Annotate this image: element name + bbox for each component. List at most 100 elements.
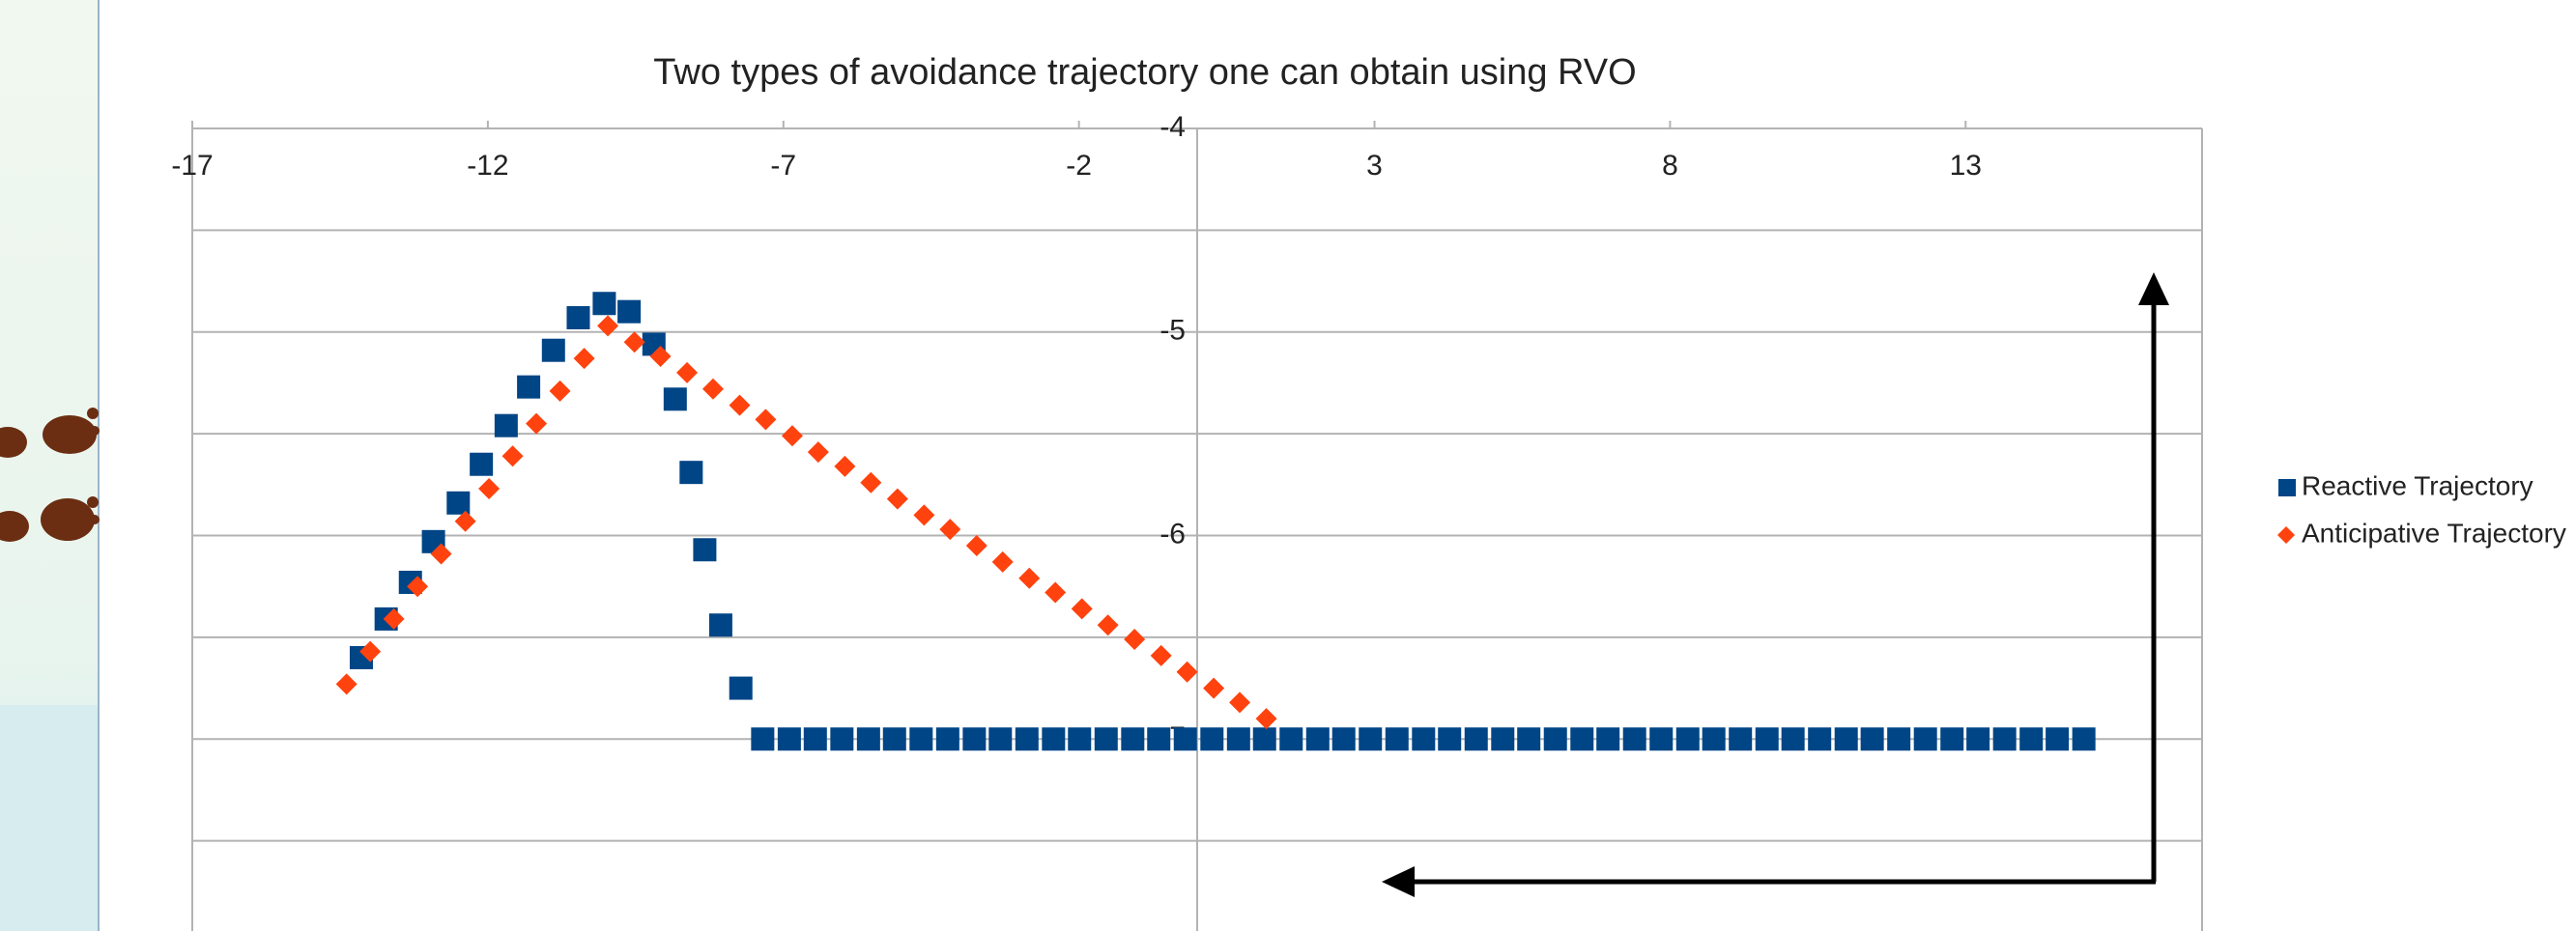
chart-title: Two types of avoidance trajectory one ca…: [653, 52, 1636, 93]
anticipative-point: [834, 455, 856, 477]
reactive-point: [592, 292, 616, 316]
reactive-point: [1385, 727, 1409, 751]
anticipative-point: [781, 425, 803, 447]
reactive-point: [751, 727, 775, 751]
reactive-point: [1491, 727, 1515, 751]
reactive-point: [1438, 727, 1462, 751]
reactive-point: [1042, 727, 1066, 751]
reactive-point: [909, 727, 933, 751]
anticipative-point: [478, 478, 501, 500]
reactive-point: [1755, 727, 1779, 751]
x-tick-label: -2: [1066, 150, 1092, 182]
reactive-point: [1464, 727, 1488, 751]
x-tick-label: 13: [1950, 150, 1982, 182]
anticipative-point: [1203, 677, 1225, 699]
anticipative-point: [965, 535, 987, 557]
anticipative-point: [1045, 581, 1067, 604]
reactive-point: [803, 727, 827, 751]
legend-swatch: [2277, 526, 2295, 544]
anticipative-point: [729, 394, 751, 416]
reactive-point: [777, 727, 801, 751]
reactive-point: [1226, 727, 1250, 751]
legend-label: Reactive Trajectory: [2302, 470, 2533, 500]
reactive-point: [663, 387, 687, 411]
anticipative-point: [501, 445, 524, 467]
anticipative-point: [1176, 661, 1198, 683]
reactive-point: [566, 305, 590, 329]
anticipative-point: [335, 673, 358, 695]
anticipative-point: [886, 488, 908, 510]
anticipative-point: [755, 409, 777, 431]
anticipative-point: [407, 576, 429, 598]
reactive-point: [962, 727, 987, 751]
reactive-point: [1913, 727, 1937, 751]
reactive-point: [2019, 727, 2044, 751]
reactive-point: [1622, 727, 1646, 751]
reactive-point: [708, 613, 732, 637]
reactive-point: [1596, 727, 1620, 751]
footprints-icon: [0, 408, 100, 542]
reactive-point: [1252, 727, 1276, 751]
reactive-point: [1729, 727, 1753, 751]
reactive-point: [1517, 727, 1541, 751]
y-tick-label: -4: [1159, 111, 1186, 143]
reactive-point: [1412, 727, 1436, 751]
anticipative-point: [939, 519, 961, 541]
anticipative-point: [526, 412, 548, 435]
y-tick-label: -6: [1159, 518, 1186, 550]
reactive-point: [988, 727, 1013, 751]
reactive-point: [1966, 727, 1990, 751]
reactive-point: [1359, 727, 1383, 751]
anticipative-point: [1097, 614, 1119, 636]
reactive-point: [830, 727, 854, 751]
anticipative-point: [860, 471, 882, 494]
reactive-point: [494, 413, 518, 437]
anticipative-point: [573, 348, 595, 370]
legend-swatch: [2278, 479, 2296, 496]
x-tick-label: 8: [1662, 150, 1678, 182]
x-tick-label: -12: [467, 150, 508, 182]
reactive-point: [1834, 727, 1858, 751]
anticipative-point: [701, 378, 724, 400]
anticipative-point: [676, 361, 699, 383]
reactive-point: [541, 338, 565, 362]
reactive-point: [1887, 727, 1911, 751]
anticipative-point: [623, 331, 645, 353]
anticipative-point: [383, 607, 405, 630]
reactive-point: [1279, 727, 1303, 751]
reactive-point: [617, 299, 642, 324]
reactive-point: [1702, 727, 1726, 751]
anticipative-point: [649, 346, 672, 368]
anticipative-point: [597, 315, 619, 337]
reactive-point: [1781, 727, 1805, 751]
reactive-point: [1173, 727, 1197, 751]
reactive-point: [1570, 727, 1594, 751]
x-tick-label: -7: [770, 150, 796, 182]
legend-label: Anticipative Trajectory: [2302, 518, 2566, 548]
anticipative-point: [549, 380, 571, 402]
slide-side-block: [0, 705, 99, 931]
reactive-point: [2046, 727, 2070, 751]
reactive-point: [1200, 727, 1224, 751]
reactive-point: [1015, 727, 1039, 751]
reactive-point: [1675, 727, 1700, 751]
reactive-point: [679, 461, 703, 485]
reactive-point: [1331, 727, 1356, 751]
reactive-point: [1094, 727, 1118, 751]
reactive-point: [693, 538, 717, 562]
reactive-point: [2072, 727, 2096, 751]
reactive-point: [1147, 727, 1171, 751]
reactive-point: [1860, 727, 1884, 751]
reactive-point: [1808, 727, 1832, 751]
anticipative-point: [991, 550, 1014, 573]
anticipative-point: [1071, 598, 1093, 620]
anticipative-point: [1018, 567, 1041, 589]
x-tick-label: 3: [1366, 150, 1383, 182]
reactive-point: [517, 375, 541, 399]
anticipative-point: [913, 504, 935, 526]
anticipative-point: [1255, 708, 1277, 730]
reactive-point: [935, 727, 959, 751]
